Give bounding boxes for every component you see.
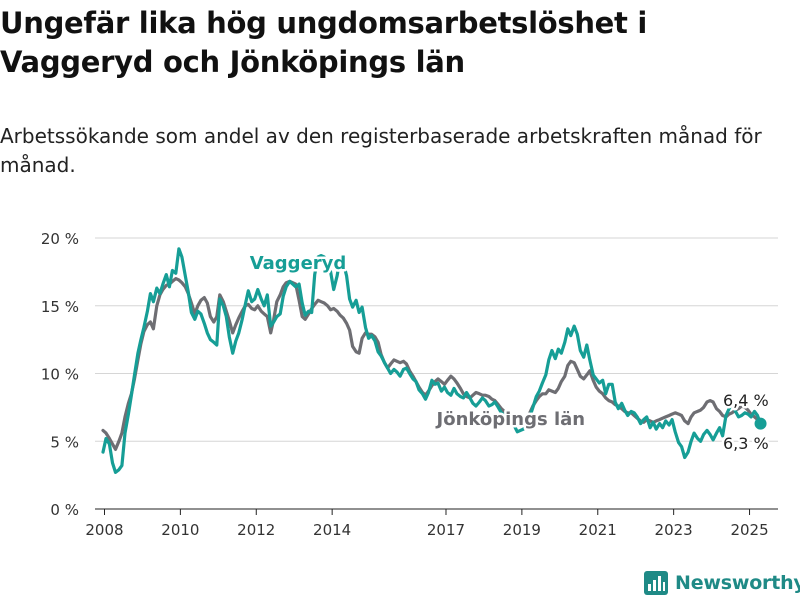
y-tick-label: 5 % [50, 433, 79, 451]
series-vaggeryd [101, 247, 763, 474]
end-value-label-jonkopings-lan: 6,4 % [723, 391, 769, 410]
y-tick-label: 10 % [41, 366, 79, 384]
series-line-jonkopings-lan [101, 277, 763, 451]
x-tick-label: 2023 [655, 521, 693, 539]
x-tick-label: 2010 [161, 521, 199, 539]
brand-name: Newsworthy [675, 572, 800, 594]
series-labels: Vaggeryd Jönköpings län 6,4 % 6,3 % [247, 251, 771, 456]
y-tick-label: 0 % [50, 501, 79, 519]
series-label-vaggeryd: Vaggeryd [250, 253, 347, 274]
x-tick-label: 2021 [579, 521, 617, 539]
x-tick-label: 2025 [730, 521, 768, 539]
axes: 0 % 5 % 10 % 15 % 20 % 2008 2010 2012 2014 2017 20… [41, 230, 778, 539]
series-line-vaggeryd [101, 247, 763, 474]
chart-subtitle: Arbetssökande som andel av den registerb… [0, 124, 762, 177]
series-label-jonkopings-lan: Jönköpings län [435, 409, 586, 430]
x-tick-label: 2014 [313, 521, 351, 539]
series-jonkopings-lan [101, 277, 763, 451]
gridlines [95, 237, 778, 442]
x-tick-label: 2017 [427, 521, 465, 539]
brand-logo: Newsworthy [644, 569, 800, 597]
x-tick-label: 2019 [503, 521, 541, 539]
y-tick-label: 15 % [41, 298, 79, 316]
x-tick-label: 2012 [237, 521, 275, 539]
x-tick-label: 2008 [85, 521, 123, 539]
newsworthy-icon [644, 571, 668, 595]
end-value-label-vaggeryd: 6,3 % [723, 434, 769, 453]
end-marker-vaggeryd [754, 417, 767, 430]
y-tick-label: 20 % [41, 230, 79, 248]
chart-title: Ungefär lika hög ungdomsarbetslöshet i V… [0, 6, 648, 79]
